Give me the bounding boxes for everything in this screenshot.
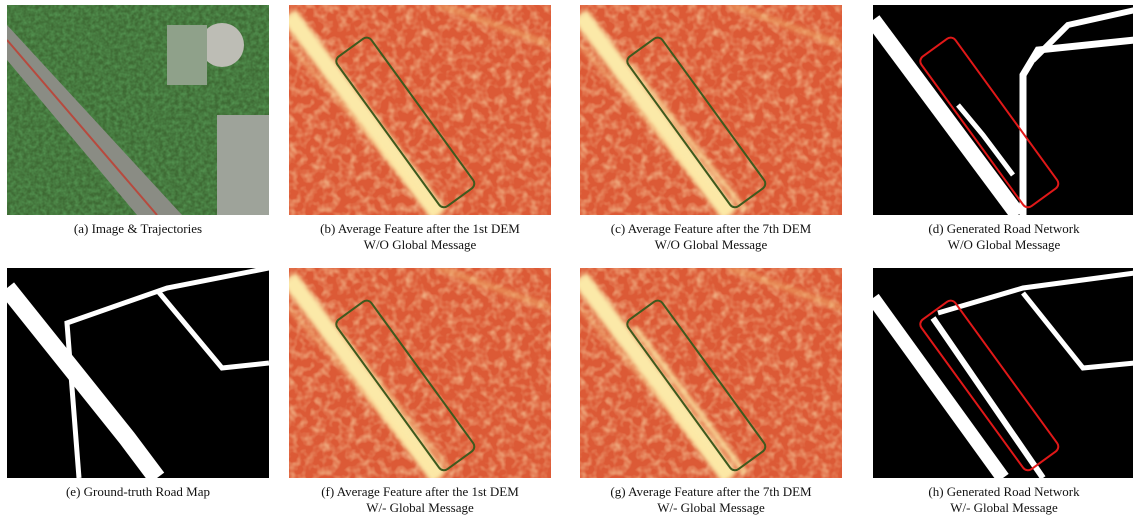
feature-heatmap xyxy=(580,268,842,478)
caption-line: W/- Global Message xyxy=(657,500,765,515)
caption: (e) Ground-truth Road Map xyxy=(7,484,269,500)
caption-line: (d) Generated Road Network xyxy=(928,221,1080,236)
road-network xyxy=(873,5,1133,215)
ground-truth-map xyxy=(7,268,269,478)
caption-line: W/O Global Message xyxy=(654,237,768,252)
caption-line: W/O Global Message xyxy=(947,237,1061,252)
caption-line: W/- Global Message xyxy=(366,500,474,515)
panel: (c) Average Feature after the 7th DEM W/O… xyxy=(580,5,842,253)
caption: (d) Generated Road Network W/O Global Mes… xyxy=(873,221,1133,253)
satellite-image xyxy=(7,5,269,215)
caption: (g) Average Feature after the 7th DEM W/-… xyxy=(580,484,842,516)
road-network xyxy=(873,268,1133,478)
caption: (c) Average Feature after the 7th DEM W/O… xyxy=(580,221,842,253)
caption: (f) Average Feature after the 1st DEM W/-… xyxy=(289,484,551,516)
caption-line: W/O Global Message xyxy=(363,237,477,252)
feature-heatmap xyxy=(580,5,842,215)
feature-heatmap xyxy=(289,268,551,478)
caption: (b) Average Feature after the 1st DEM W/O… xyxy=(289,221,551,253)
caption-line: (h) Generated Road Network xyxy=(928,484,1080,499)
panel: (b) Average Feature after the 1st DEM W/O… xyxy=(289,5,551,253)
caption-line: (b) Average Feature after the 1st DEM xyxy=(320,221,520,236)
caption-line: (c) Average Feature after the 7th DEM xyxy=(610,221,812,236)
caption: (h) Generated Road Network W/- Global Mes… xyxy=(873,484,1133,516)
caption-line: W/- Global Message xyxy=(950,500,1058,515)
panel: (f) Average Feature after the 1st DEM W/-… xyxy=(289,268,551,516)
panel: (h) Generated Road Network W/- Global Mes… xyxy=(873,268,1133,516)
caption-line: (a) Image & Trajectories xyxy=(73,221,203,236)
panel: (d) Generated Road Network W/O Global Mes… xyxy=(873,5,1133,253)
caption-line: (g) Average Feature after the 7th DEM xyxy=(610,484,812,499)
caption: (a) Image & Trajectories xyxy=(7,221,269,237)
panel: (g) Average Feature after the 7th DEM W/-… xyxy=(580,268,842,516)
panel: (e) Ground-truth Road Map xyxy=(7,268,269,500)
panel: (a) Image & Trajectories xyxy=(7,5,269,237)
caption-line: (f) Average Feature after the 1st DEM xyxy=(321,484,519,499)
caption-line: (e) Ground-truth Road Map xyxy=(65,484,211,499)
feature-heatmap xyxy=(289,5,551,215)
